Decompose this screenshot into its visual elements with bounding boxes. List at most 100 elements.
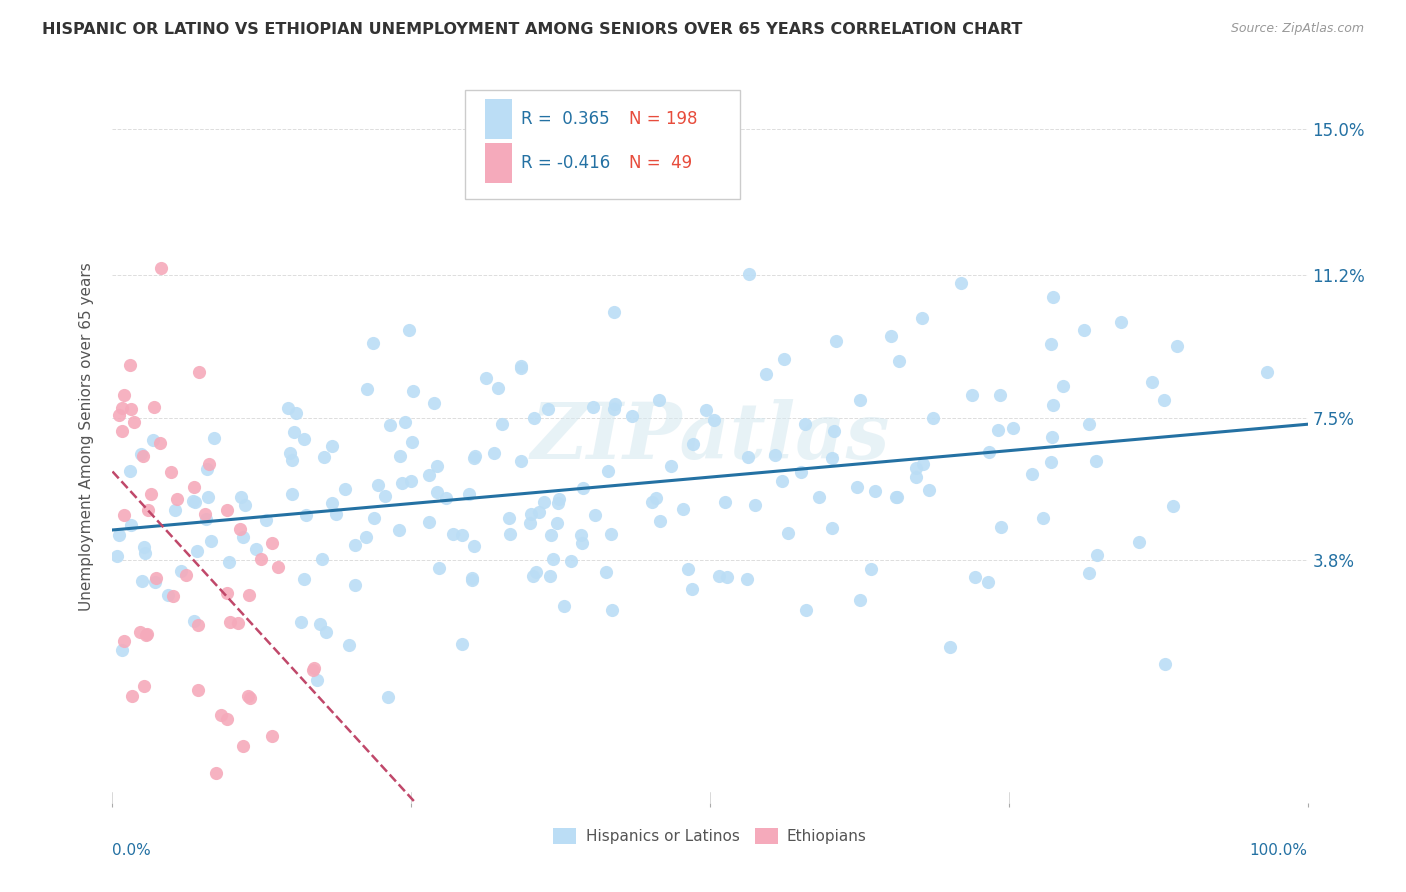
Point	[333, 482, 356, 496]
Point	[337, 638, 360, 652]
Point	[859, 562, 882, 576]
Point	[464, 449, 486, 463]
Point	[187, 618, 209, 632]
Point	[277, 401, 299, 415]
Point	[131, 447, 153, 461]
Point	[311, 552, 333, 566]
Point	[808, 490, 831, 504]
Point	[363, 510, 385, 524]
Point	[215, 712, 238, 726]
Point	[219, 615, 242, 629]
Point	[149, 260, 172, 275]
Point	[553, 599, 575, 614]
Point	[647, 392, 669, 407]
Point	[426, 484, 449, 499]
Point	[716, 570, 738, 584]
Point	[1161, 499, 1184, 513]
Text: N =  49: N = 49	[628, 153, 692, 172]
Point	[139, 487, 162, 501]
Point	[849, 592, 872, 607]
Point	[1256, 365, 1278, 379]
Point	[886, 491, 908, 505]
Y-axis label: Unemployment Among Seniors over 65 years: Unemployment Among Seniors over 65 years	[79, 263, 94, 611]
Point	[522, 569, 544, 583]
Point	[596, 464, 619, 478]
Text: N = 198: N = 198	[628, 110, 697, 128]
Point	[821, 521, 844, 535]
Legend: Hispanics or Latinos, Ethiopians: Hispanics or Latinos, Ethiopians	[547, 822, 873, 850]
Point	[312, 450, 335, 465]
Point	[388, 449, 411, 463]
Point	[905, 470, 928, 484]
Point	[218, 555, 240, 569]
Point	[911, 457, 934, 471]
Point	[950, 277, 973, 291]
Text: HISPANIC OR LATINO VS ETHIOPIAN UNEMPLOYMENT AMONG SENIORS OVER 65 YEARS CORRELA: HISPANIC OR LATINO VS ETHIOPIAN UNEMPLOY…	[42, 22, 1022, 37]
Point	[886, 490, 908, 504]
Point	[181, 494, 204, 508]
Point	[309, 617, 332, 632]
Point	[121, 689, 143, 703]
Point	[233, 498, 256, 512]
Point	[315, 625, 337, 640]
Point	[254, 513, 277, 527]
Point	[188, 365, 211, 379]
Point	[524, 565, 547, 579]
Point	[105, 549, 128, 564]
Point	[344, 578, 367, 592]
Point	[498, 511, 520, 525]
Point	[880, 329, 903, 343]
Point	[603, 305, 626, 319]
Point	[132, 679, 155, 693]
Point	[423, 395, 446, 409]
Point	[1085, 548, 1108, 562]
Point	[1166, 339, 1188, 353]
Point	[659, 458, 682, 473]
FancyBboxPatch shape	[465, 90, 740, 200]
Point	[398, 323, 420, 337]
Point	[267, 560, 290, 574]
Point	[401, 435, 423, 450]
Point	[773, 352, 796, 367]
Point	[129, 625, 152, 640]
Point	[1040, 455, 1063, 469]
Point	[111, 424, 134, 438]
Point	[463, 450, 485, 465]
Point	[292, 433, 315, 447]
Point	[1109, 315, 1132, 329]
Bar	[485, 143, 512, 183]
Point	[374, 490, 396, 504]
Point	[441, 526, 464, 541]
Point	[434, 491, 457, 505]
Point	[131, 574, 153, 588]
Point	[523, 411, 546, 425]
Point	[737, 450, 759, 464]
Bar	[485, 99, 512, 139]
Point	[676, 562, 699, 576]
Point	[174, 567, 197, 582]
Point	[1042, 398, 1064, 412]
Point	[325, 508, 347, 522]
Point	[134, 546, 156, 560]
Point	[418, 515, 440, 529]
Text: R = -0.416: R = -0.416	[522, 153, 610, 172]
Point	[823, 424, 845, 438]
Point	[361, 335, 384, 350]
Point	[682, 437, 704, 451]
Text: 100.0%: 100.0%	[1250, 843, 1308, 858]
Point	[825, 334, 848, 348]
Point	[195, 461, 218, 475]
Point	[280, 453, 302, 467]
Point	[198, 458, 221, 472]
Point	[486, 381, 509, 395]
Point	[136, 627, 159, 641]
Point	[988, 388, 1011, 402]
Point	[600, 602, 623, 616]
Point	[394, 415, 416, 429]
Point	[377, 690, 399, 704]
Point	[620, 409, 643, 423]
Point	[1077, 566, 1099, 581]
Point	[519, 516, 541, 530]
Point	[344, 538, 367, 552]
Point	[519, 507, 541, 521]
